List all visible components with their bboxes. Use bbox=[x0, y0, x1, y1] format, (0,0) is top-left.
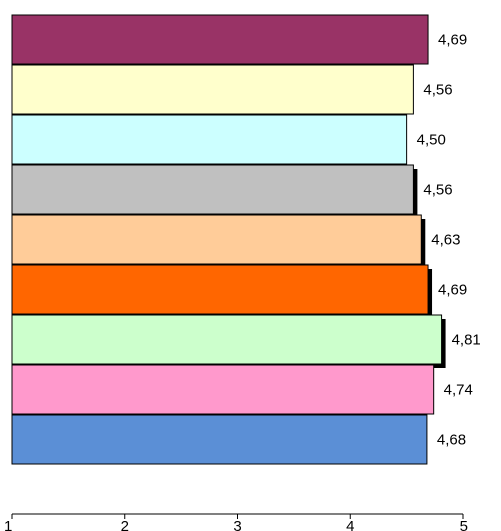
bar bbox=[11, 64, 414, 115]
x-tick-label: 3 bbox=[233, 518, 241, 531]
data-label: 4,63 bbox=[431, 232, 460, 249]
data-label: 4,81 bbox=[452, 332, 481, 349]
data-label: 4,56 bbox=[423, 82, 452, 99]
data-labels-layer: 4,69 4,56 4,50 4,56 4,63 4,69 4,81 4,74 4,68 bbox=[417, 32, 481, 449]
bar bbox=[11, 164, 414, 215]
bar bbox=[11, 364, 435, 415]
data-label: 4,69 bbox=[438, 32, 467, 49]
data-label: 4,69 bbox=[438, 282, 467, 299]
bars-layer bbox=[11, 14, 446, 465]
bar bbox=[11, 14, 429, 65]
x-tick-label: 1 bbox=[4, 518, 12, 531]
bar bbox=[11, 264, 429, 315]
bar bbox=[11, 214, 422, 265]
data-label: 4,74 bbox=[444, 382, 473, 399]
data-label: 4,50 bbox=[417, 132, 446, 149]
bar bbox=[11, 314, 443, 365]
data-label: 4,68 bbox=[437, 432, 466, 449]
x-tick-label: 2 bbox=[121, 518, 129, 531]
x-tick-label: 5 bbox=[460, 518, 468, 531]
data-label: 4,56 bbox=[423, 182, 452, 199]
x-tick-label: 4 bbox=[346, 518, 354, 531]
x-axis: 1 2 3 4 5 bbox=[4, 513, 468, 531]
bar bbox=[11, 414, 428, 465]
bar bbox=[11, 114, 408, 165]
